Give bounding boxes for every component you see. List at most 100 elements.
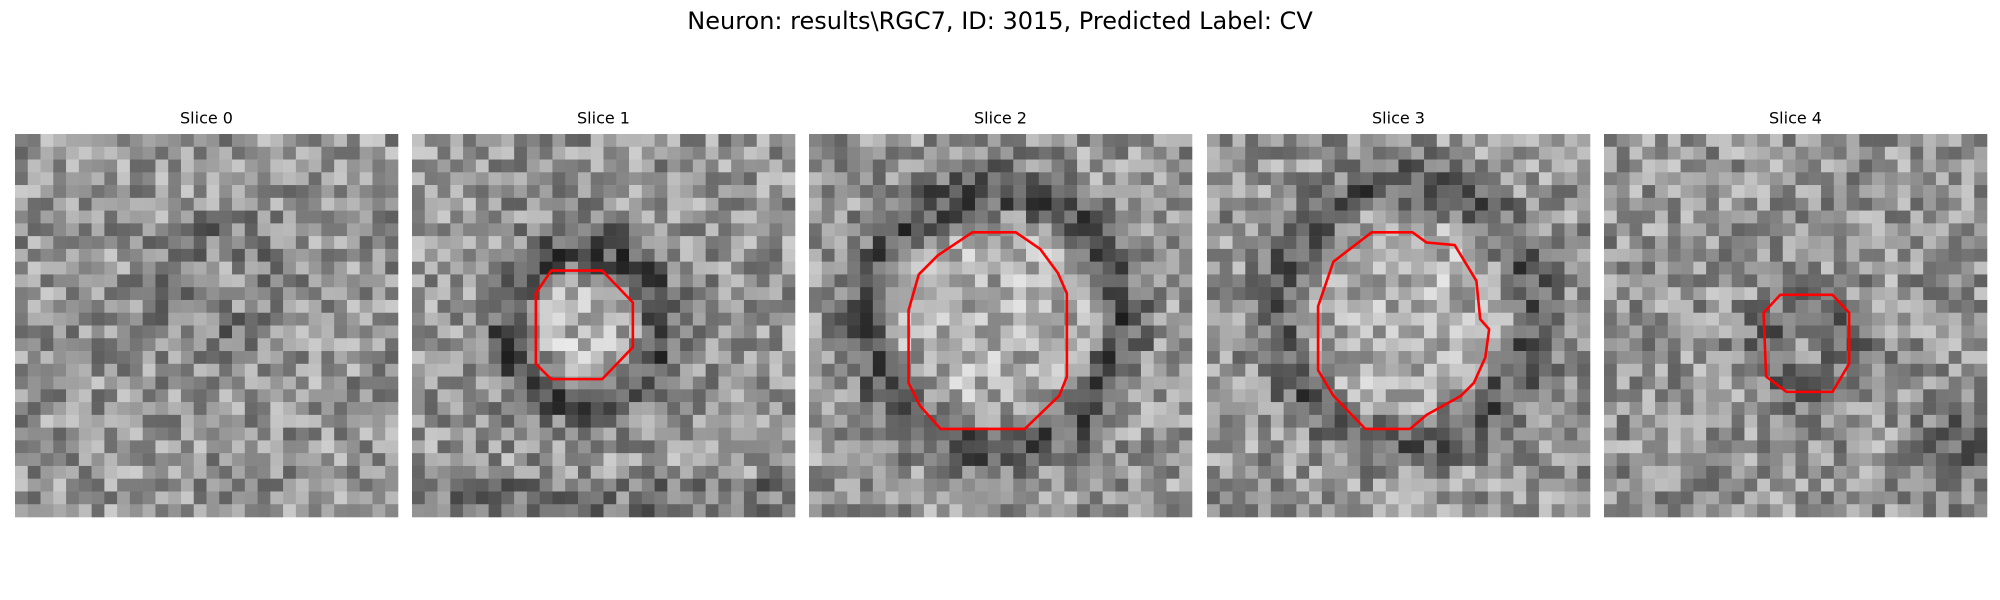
roi-contour xyxy=(534,269,635,381)
pixel xyxy=(437,363,451,377)
pixel xyxy=(1935,376,1949,390)
pixel xyxy=(514,351,528,365)
pixel xyxy=(731,299,745,314)
pixel xyxy=(1897,504,1911,518)
pixel xyxy=(232,440,246,454)
pixel xyxy=(1948,159,1962,173)
pixel xyxy=(257,185,271,199)
pixel xyxy=(372,134,386,148)
pixel xyxy=(1153,325,1167,339)
pixel xyxy=(809,440,823,454)
pixel xyxy=(27,159,41,173)
pixel xyxy=(885,159,899,173)
pixel xyxy=(1526,376,1540,390)
pixel xyxy=(475,414,489,428)
pixel xyxy=(501,504,515,518)
pixel xyxy=(1179,261,1193,275)
pixel xyxy=(1923,287,1937,301)
pixel xyxy=(577,325,592,339)
pixel xyxy=(1744,351,1758,365)
pixel xyxy=(1411,478,1425,492)
pixel xyxy=(1859,338,1873,352)
pixel xyxy=(1334,287,1348,301)
pixel xyxy=(782,134,796,148)
pixel xyxy=(526,478,540,492)
pixel xyxy=(898,491,912,505)
pixel xyxy=(1258,185,1272,199)
pixel xyxy=(590,185,604,199)
pixel xyxy=(244,312,258,326)
pixel xyxy=(923,491,937,505)
pixel xyxy=(1153,197,1167,211)
pixel xyxy=(1000,248,1014,262)
pixel xyxy=(334,414,348,428)
pixel xyxy=(15,197,29,211)
pixel xyxy=(488,376,502,390)
pixel xyxy=(78,287,92,301)
pixel xyxy=(117,440,131,454)
pixel xyxy=(834,376,848,390)
pixel xyxy=(782,312,796,326)
pixel xyxy=(155,146,169,160)
pixel xyxy=(1616,363,1630,377)
pixel xyxy=(743,402,757,416)
pixel xyxy=(1680,236,1694,250)
pixel xyxy=(437,491,451,505)
pixel xyxy=(782,478,796,492)
pixel xyxy=(155,363,169,377)
pixel xyxy=(667,146,681,160)
pixel xyxy=(1629,453,1643,467)
pixel xyxy=(1424,248,1438,262)
pixel xyxy=(667,363,681,377)
pixel xyxy=(142,465,156,479)
pixel xyxy=(1642,146,1656,160)
pixel xyxy=(603,504,617,518)
pixel xyxy=(1245,197,1259,211)
pixel xyxy=(104,389,118,403)
pixel xyxy=(629,172,643,186)
pixel xyxy=(1140,185,1154,199)
pixel xyxy=(1013,134,1027,148)
pixel xyxy=(1128,248,1142,262)
pixel xyxy=(359,414,373,428)
pixel xyxy=(962,465,976,479)
pixel xyxy=(1487,146,1501,160)
pixel xyxy=(654,338,668,352)
pixel xyxy=(1910,197,1924,211)
pixel xyxy=(1153,312,1167,326)
pixel xyxy=(1089,236,1103,250)
pixel xyxy=(91,478,105,492)
pixel xyxy=(155,248,169,262)
pixel xyxy=(1245,440,1259,454)
pixel xyxy=(1910,376,1924,390)
pixel xyxy=(526,210,540,224)
pixel xyxy=(616,223,630,237)
pixel xyxy=(962,248,976,262)
pixel xyxy=(1923,274,1937,288)
pixel xyxy=(552,325,566,339)
pixel xyxy=(1693,197,1707,211)
pixel xyxy=(1411,363,1425,377)
pixel xyxy=(1604,465,1618,479)
pixel xyxy=(206,440,220,454)
pixel xyxy=(1077,248,1091,262)
pixel xyxy=(1897,299,1911,314)
pixel xyxy=(206,274,220,288)
pixel xyxy=(117,223,131,237)
pixel xyxy=(860,223,874,237)
pixel xyxy=(1577,504,1591,518)
pixel xyxy=(1833,210,1847,224)
pixel xyxy=(1538,146,1552,160)
pixel xyxy=(962,185,976,199)
pixel xyxy=(577,491,592,505)
pixel xyxy=(1718,325,1732,339)
pixel xyxy=(1207,491,1221,505)
pixel xyxy=(654,274,668,288)
pixel xyxy=(1974,491,1988,505)
pixel xyxy=(1974,504,1988,518)
pixel xyxy=(168,363,182,377)
pixel xyxy=(782,236,796,250)
pixel xyxy=(15,134,29,148)
pixel xyxy=(872,287,886,301)
pixel xyxy=(1667,338,1681,352)
